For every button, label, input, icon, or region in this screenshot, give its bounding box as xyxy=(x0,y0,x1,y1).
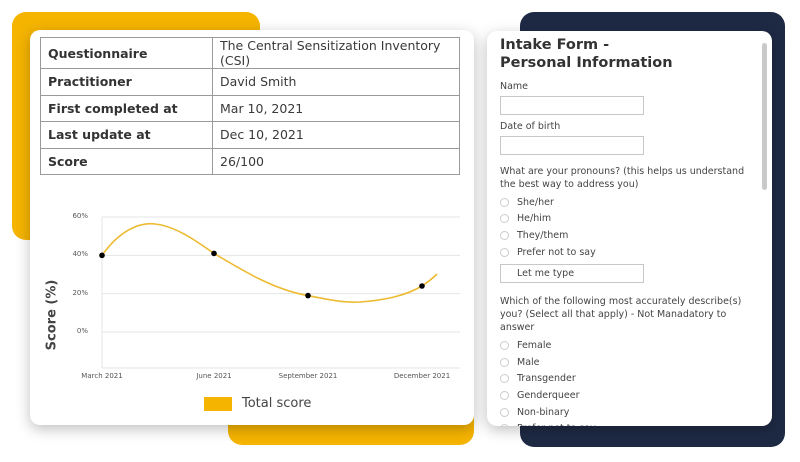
option-label: They/them xyxy=(517,229,569,241)
radio-icon[interactable] xyxy=(500,230,509,240)
option-label: Non-binary xyxy=(517,406,570,418)
identity-option[interactable]: Female xyxy=(500,337,760,354)
option-label: Transgender xyxy=(517,373,576,385)
identity-question: Which of the following most accurately d… xyxy=(500,296,742,334)
radio-icon[interactable] xyxy=(500,197,509,207)
radio-icon[interactable] xyxy=(500,407,509,417)
radio-icon[interactable] xyxy=(500,247,509,257)
name-input[interactable] xyxy=(500,96,644,115)
row-label: First completed at xyxy=(40,94,213,123)
pronoun-option[interactable]: She/her xyxy=(500,194,760,211)
intake-form-card: Intake Form - Personal Information Name D… xyxy=(487,31,772,426)
legend-label: Total score xyxy=(242,396,312,411)
legend: Total score xyxy=(204,396,311,411)
y-tick-label: 60% xyxy=(72,212,88,220)
pronouns-question: What are your pronouns? (this helps us u… xyxy=(500,166,745,190)
row-label: Practitioner xyxy=(40,68,213,96)
identity-option[interactable]: Non-binary xyxy=(500,404,760,421)
row-label: Score xyxy=(40,147,213,176)
report-card: Questionnaire The Central Sensitization I… xyxy=(30,30,474,425)
row-value: Mar 10, 2021 xyxy=(212,94,460,123)
identity-option[interactable]: Male xyxy=(500,354,760,371)
table-row: Questionnaire The Central Sensitization I… xyxy=(40,37,460,69)
y-tick-label: 40% xyxy=(72,250,88,259)
radio-icon[interactable] xyxy=(500,390,509,400)
row-value: The Central Sensitization Inventory (CSI… xyxy=(212,37,460,69)
table-row: Practitioner David Smith xyxy=(40,68,460,96)
identity-option[interactable]: Genderqueer xyxy=(500,387,760,404)
option-label: Prefer not to say xyxy=(517,246,596,258)
radio-icon[interactable] xyxy=(500,341,509,351)
identity-option[interactable]: Transgender xyxy=(500,371,760,388)
info-table: Questionnaire The Central Sensitization I… xyxy=(40,37,460,176)
radio-icon[interactable] xyxy=(500,424,509,426)
x-tick-label: December 2021 xyxy=(393,372,451,380)
row-value: 26/100 xyxy=(212,147,460,176)
chart-svg xyxy=(99,216,460,369)
data-point xyxy=(419,283,425,289)
radio-icon[interactable] xyxy=(500,374,509,384)
pronoun-option[interactable]: They/them xyxy=(500,227,760,244)
pronoun-option[interactable]: He/him xyxy=(500,211,760,228)
score-chart: Score (%) 60% 40% 20% 0% March 2021 June 2021… xyxy=(30,30,474,425)
data-point xyxy=(305,292,311,299)
intake-form: Intake Form - Personal Information Name D… xyxy=(500,31,760,426)
y-tick-label: 20% xyxy=(72,288,88,297)
table-row: First completed at Mar 10, 2021 xyxy=(40,94,460,123)
scrollbar-thumb[interactable] xyxy=(762,43,767,190)
option-label: Prefer not to say xyxy=(517,423,596,426)
form-title: Intake Form - Personal Information xyxy=(500,37,673,71)
option-label: Male xyxy=(517,356,540,368)
series-line xyxy=(101,222,438,303)
row-label: Questionnaire xyxy=(40,37,213,69)
table-row: Last update at Dec 10, 2021 xyxy=(40,121,460,149)
pronoun-custom-input[interactable]: Let me type xyxy=(500,264,644,284)
name-label: Name xyxy=(500,81,529,92)
x-tick-label: June 2021 xyxy=(196,372,232,380)
option-label: She/her xyxy=(517,196,554,208)
dob-label: Date of birth xyxy=(500,121,561,132)
option-label: He/him xyxy=(517,213,552,225)
radio-icon[interactable] xyxy=(500,357,509,367)
legend-swatch xyxy=(204,396,232,411)
identity-option[interactable]: Prefer not to say xyxy=(500,420,760,426)
pronoun-option[interactable]: Prefer not to say xyxy=(500,244,760,261)
radio-icon[interactable] xyxy=(500,214,509,224)
dob-input[interactable] xyxy=(500,136,644,155)
table-row: Score 26/100 xyxy=(40,147,460,176)
x-tick-label: March 2021 xyxy=(81,372,123,380)
x-tick-label: September 2021 xyxy=(278,372,338,380)
data-point xyxy=(99,252,105,259)
option-label: Female xyxy=(517,340,552,352)
data-point xyxy=(211,250,217,257)
y-tick-label: 0% xyxy=(76,327,88,335)
option-label: Genderqueer xyxy=(517,389,580,401)
